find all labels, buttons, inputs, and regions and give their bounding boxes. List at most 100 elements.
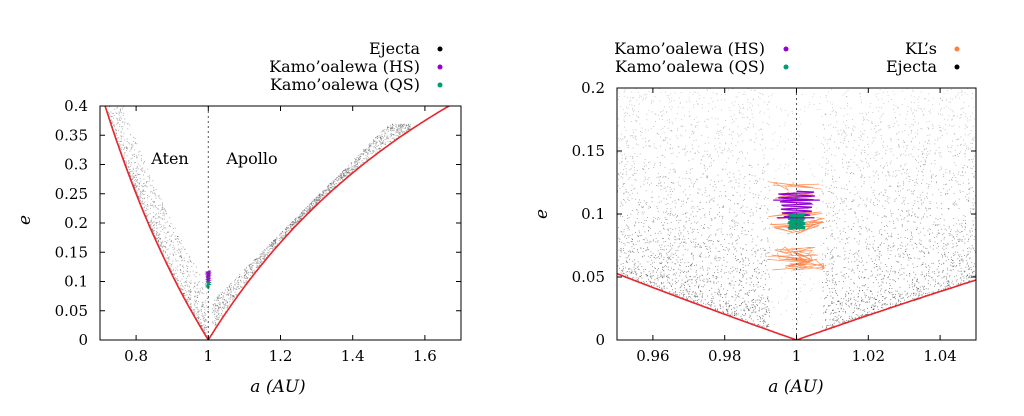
ejecta-point [928, 251, 929, 253]
ejecta-point [138, 154, 140, 156]
ejecta-point [163, 246, 165, 247]
ejecta-point [767, 239, 769, 241]
ejecta-point [829, 191, 831, 192]
ejecta-point [181, 256, 183, 258]
ejecta-point [405, 127, 406, 129]
ejecta-point [755, 206, 757, 208]
ejecta-point [880, 254, 882, 256]
ejecta-point [727, 248, 729, 250]
ejecta-point [632, 273, 634, 274]
ejecta-point [767, 237, 768, 239]
ejecta-point [833, 313, 834, 314]
ejecta-point [655, 121, 656, 122]
ejecta-point [735, 294, 737, 296]
ejecta-point [293, 223, 295, 225]
ejecta-point [321, 195, 323, 196]
ejecta-point [169, 235, 171, 237]
ejecta-point [160, 212, 162, 214]
ejecta-point [831, 258, 833, 259]
ejecta-point [961, 222, 963, 224]
ejecta-point [904, 172, 906, 174]
ejecta-point [854, 186, 856, 188]
ejecta-point [199, 288, 201, 290]
ejecta-point [854, 260, 856, 262]
ejecta-point [218, 300, 219, 301]
ejecta-point [376, 146, 378, 147]
ejecta-point [769, 247, 770, 249]
ejecta-point [860, 153, 862, 155]
ejecta-point [340, 177, 342, 178]
ejecta-point [837, 294, 838, 296]
ejecta-point [849, 181, 850, 182]
ejecta-point [131, 154, 133, 156]
ejecta-point [390, 127, 392, 129]
ejecta-point [838, 281, 840, 282]
ejecta-point [269, 245, 271, 247]
ejecta-point [123, 112, 125, 114]
ejecta-point [179, 264, 181, 265]
ejecta-point [287, 228, 289, 230]
ejecta-point [173, 254, 174, 256]
ejecta-point [737, 259, 738, 261]
ejecta-point [965, 196, 967, 198]
ejecta-point [632, 251, 634, 253]
ejecta-point [646, 119, 648, 121]
ejecta-point [956, 229, 958, 231]
ejecta-point [194, 299, 196, 301]
ejecta-point [287, 230, 289, 231]
ejecta-point [375, 142, 377, 144]
ejecta-point [180, 252, 182, 254]
ejecta-point [862, 299, 864, 301]
ejecta-point [234, 281, 236, 283]
ejecta-point [718, 291, 720, 293]
ejecta-point [915, 274, 917, 276]
ejecta-point [355, 164, 357, 165]
ejecta-point [310, 207, 312, 209]
ejecta-point [964, 128, 966, 130]
ejecta-point [198, 318, 199, 320]
ejecta-point [736, 214, 738, 216]
ejecta-point [916, 297, 918, 299]
ejecta-point [758, 249, 759, 251]
ejecta-point [936, 182, 937, 184]
ejecta-point [298, 219, 300, 221]
ejecta-point [134, 186, 136, 188]
ejecta-point [347, 175, 349, 176]
ejecta-point [178, 238, 179, 240]
ejecta-point [768, 326, 770, 327]
ejecta-point [851, 135, 852, 137]
ejecta-point [874, 303, 876, 305]
ejecta-point [335, 178, 337, 180]
ejecta-point [144, 210, 146, 211]
ejecta-point [351, 162, 352, 164]
ejecta-point [893, 245, 895, 246]
ejecta-point [928, 111, 930, 112]
ejecta-point [683, 283, 685, 285]
ejecta-point [174, 247, 175, 249]
ejecta-point [386, 136, 388, 138]
ejecta-point [202, 301, 204, 303]
ejecta-point [851, 302, 853, 304]
ejecta-point [390, 141, 392, 143]
ejecta-point [938, 233, 940, 235]
ejecta-point [232, 296, 234, 297]
ejecta-point [113, 117, 114, 119]
ejecta-point [177, 241, 178, 243]
ejecta-point [710, 281, 712, 283]
ejecta-point [686, 101, 688, 103]
ejecta-point [626, 191, 628, 193]
ejecta-point [153, 232, 155, 234]
ejecta-point [399, 133, 400, 135]
ejecta-point [259, 265, 260, 266]
ejecta-point [121, 148, 122, 150]
ejecta-point [918, 122, 919, 124]
ejecta-point [618, 179, 619, 181]
ejecta-point [945, 194, 946, 196]
ejecta-point [187, 285, 188, 287]
ejecta-point [763, 228, 765, 230]
ejecta-point [356, 164, 357, 166]
ejecta-point [202, 318, 204, 320]
ejecta-point [711, 165, 712, 167]
ejecta-point [139, 198, 141, 200]
ejecta-point [254, 259, 256, 260]
